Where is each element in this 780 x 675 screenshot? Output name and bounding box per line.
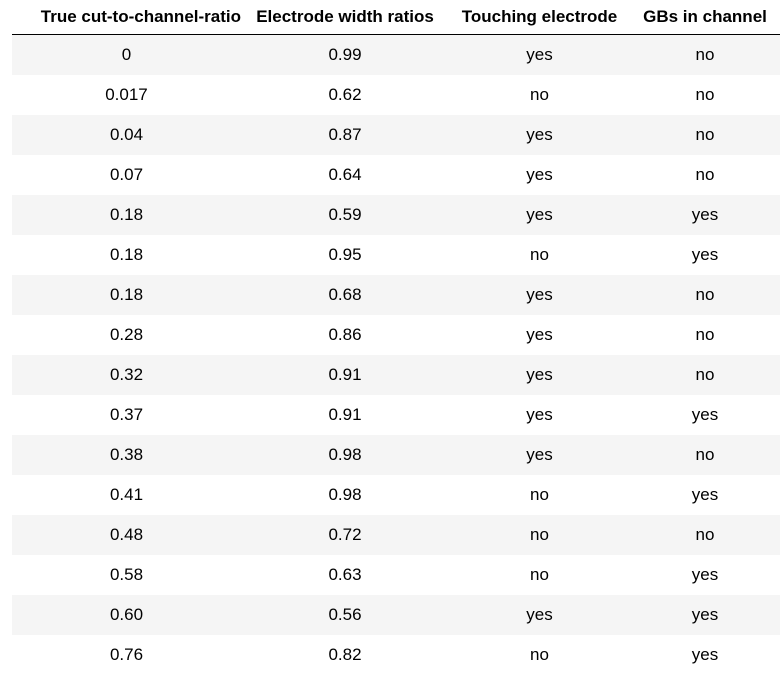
cell-touching-electrode: yes <box>449 595 630 635</box>
cell-touching-electrode: no <box>449 475 630 515</box>
cell-cut-ratio: 0.48 <box>12 515 241 555</box>
cell-electrode-width: 0.91 <box>241 355 449 395</box>
cell-cut-ratio: 0.32 <box>12 355 241 395</box>
cell-cut-ratio: 0.41 <box>12 475 241 515</box>
header-touching-electrode: Touching electrode <box>449 0 630 35</box>
cell-touching-electrode: yes <box>449 35 630 76</box>
cell-electrode-width: 0.82 <box>241 635 449 675</box>
cell-gbs-in-channel: yes <box>630 195 780 235</box>
cell-cut-ratio: 0.38 <box>12 435 241 475</box>
cell-gbs-in-channel: yes <box>630 395 780 435</box>
cell-touching-electrode: yes <box>449 435 630 475</box>
cell-gbs-in-channel: no <box>630 275 780 315</box>
cell-cut-ratio: 0.07 <box>12 155 241 195</box>
cell-gbs-in-channel: no <box>630 515 780 555</box>
cell-electrode-width: 0.98 <box>241 435 449 475</box>
cell-electrode-width: 0.91 <box>241 395 449 435</box>
cell-cut-ratio: 0.04 <box>12 115 241 155</box>
data-table: True cut-to-channel-ratio Electrode widt… <box>12 0 780 675</box>
cell-gbs-in-channel: yes <box>630 635 780 675</box>
cell-touching-electrode: yes <box>449 355 630 395</box>
cell-touching-electrode: no <box>449 635 630 675</box>
cell-electrode-width: 0.98 <box>241 475 449 515</box>
cell-gbs-in-channel: no <box>630 115 780 155</box>
cell-gbs-in-channel: yes <box>630 235 780 275</box>
cell-electrode-width: 0.95 <box>241 235 449 275</box>
cell-gbs-in-channel: no <box>630 435 780 475</box>
table-header: True cut-to-channel-ratio Electrode widt… <box>12 0 780 35</box>
cell-touching-electrode: no <box>449 555 630 595</box>
cell-touching-electrode: yes <box>449 195 630 235</box>
cell-gbs-in-channel: no <box>630 315 780 355</box>
cell-cut-ratio: 0.28 <box>12 315 241 355</box>
header-true-cut-to-channel-ratio: True cut-to-channel-ratio <box>12 0 241 35</box>
cell-electrode-width: 0.72 <box>241 515 449 555</box>
cell-touching-electrode: yes <box>449 275 630 315</box>
cell-electrode-width: 0.62 <box>241 75 449 115</box>
cell-electrode-width: 0.68 <box>241 275 449 315</box>
cell-electrode-width: 0.56 <box>241 595 449 635</box>
cell-touching-electrode: no <box>449 75 630 115</box>
cell-touching-electrode: yes <box>449 155 630 195</box>
cell-touching-electrode: yes <box>449 115 630 155</box>
cell-gbs-in-channel: yes <box>630 595 780 635</box>
header-electrode-width-ratios: Electrode width ratios <box>241 0 449 35</box>
header-gbs-in-channel: GBs in channel <box>630 0 780 35</box>
cell-electrode-width: 0.59 <box>241 195 449 235</box>
cell-gbs-in-channel: no <box>630 355 780 395</box>
cell-cut-ratio: 0.37 <box>12 395 241 435</box>
cell-electrode-width: 0.86 <box>241 315 449 355</box>
cell-cut-ratio: 0.18 <box>12 275 241 315</box>
cell-touching-electrode: no <box>449 515 630 555</box>
header-row: True cut-to-channel-ratio Electrode widt… <box>12 0 780 35</box>
cell-gbs-in-channel: yes <box>630 475 780 515</box>
cell-gbs-in-channel: yes <box>630 555 780 595</box>
cell-cut-ratio: 0.58 <box>12 555 241 595</box>
cell-touching-electrode: no <box>449 235 630 275</box>
cell-touching-electrode: yes <box>449 315 630 355</box>
data-table-container: True cut-to-channel-ratio Electrode widt… <box>12 0 780 675</box>
cell-electrode-width: 0.63 <box>241 555 449 595</box>
cell-cut-ratio: 0.60 <box>12 595 241 635</box>
cell-gbs-in-channel: no <box>630 155 780 195</box>
cell-electrode-width: 0.87 <box>241 115 449 155</box>
cell-touching-electrode: yes <box>449 395 630 435</box>
cell-gbs-in-channel: no <box>630 75 780 115</box>
cell-cut-ratio: 0.017 <box>12 75 241 115</box>
cell-electrode-width: 0.64 <box>241 155 449 195</box>
cell-cut-ratio: 0 <box>12 35 241 76</box>
cell-electrode-width: 0.99 <box>241 35 449 76</box>
cell-cut-ratio: 0.18 <box>12 195 241 235</box>
cell-cut-ratio: 0.76 <box>12 635 241 675</box>
cell-gbs-in-channel: no <box>630 35 780 76</box>
cell-cut-ratio: 0.18 <box>12 235 241 275</box>
